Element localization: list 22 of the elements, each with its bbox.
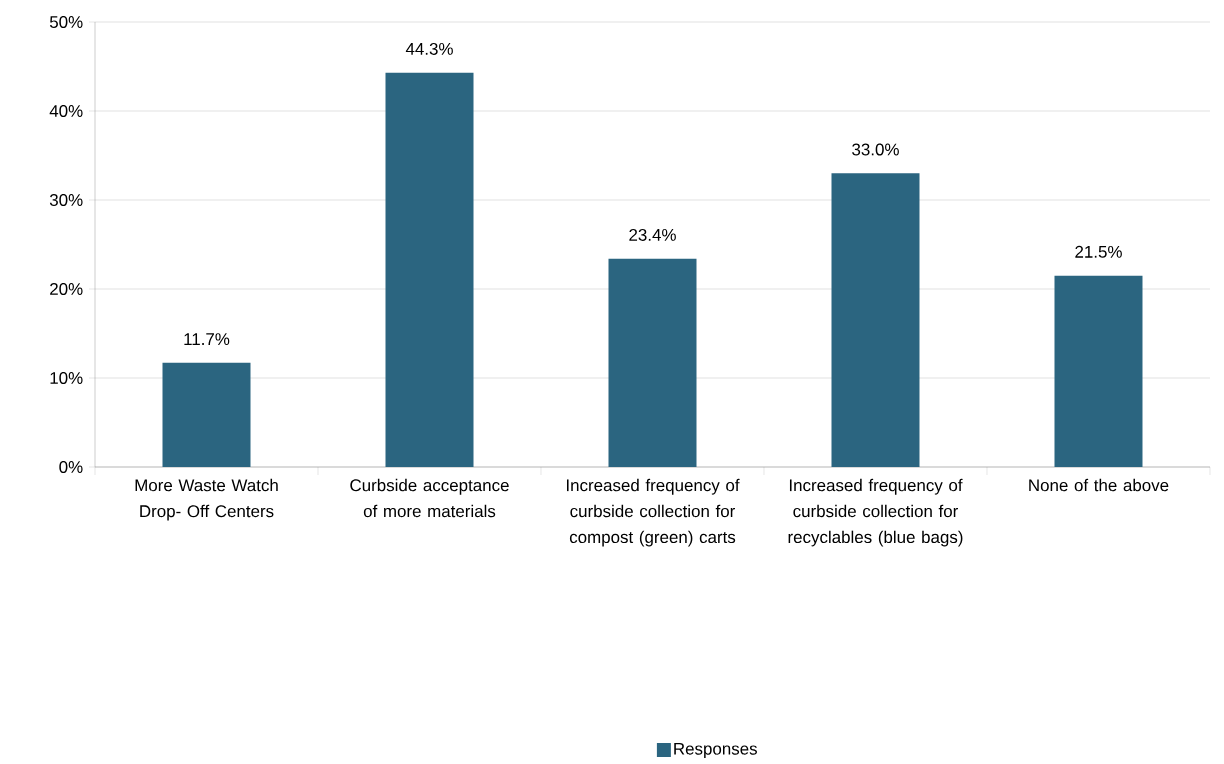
text: 44.3%	[405, 42, 453, 55]
y-tick-label: 40%	[49, 105, 83, 117]
x-tick-label: None of the above	[1029, 478, 1169, 492]
x-tick-label: More Waste Watch Drop- Off Centers	[135, 478, 278, 521]
y-tick-label: 10%	[50, 372, 83, 384]
bar	[608, 258, 697, 467]
x-tick-label: Curbside acceptance of more materials	[350, 478, 509, 518]
bar	[1054, 275, 1143, 467]
y-tick-label: 0%	[59, 461, 83, 473]
bar	[385, 72, 474, 467]
bar	[831, 173, 920, 467]
bar	[162, 362, 251, 467]
x-tick-label: Increased frequency of curbside collection for recyclables (blue bags)	[788, 478, 963, 547]
legend-label: Responses	[674, 742, 757, 759]
y-tick-label: 30%	[49, 194, 83, 206]
y-tick-label: 50%	[49, 16, 83, 28]
y-tick-label: 20%	[50, 283, 83, 295]
text: 23.4%	[629, 228, 676, 241]
text: 21.5%	[1075, 245, 1122, 258]
x-tick-label: Increased frequency of curbside collection for compost (green) carts	[566, 478, 740, 547]
text: 11.7%	[184, 333, 230, 346]
text: 33.0%	[852, 143, 899, 156]
